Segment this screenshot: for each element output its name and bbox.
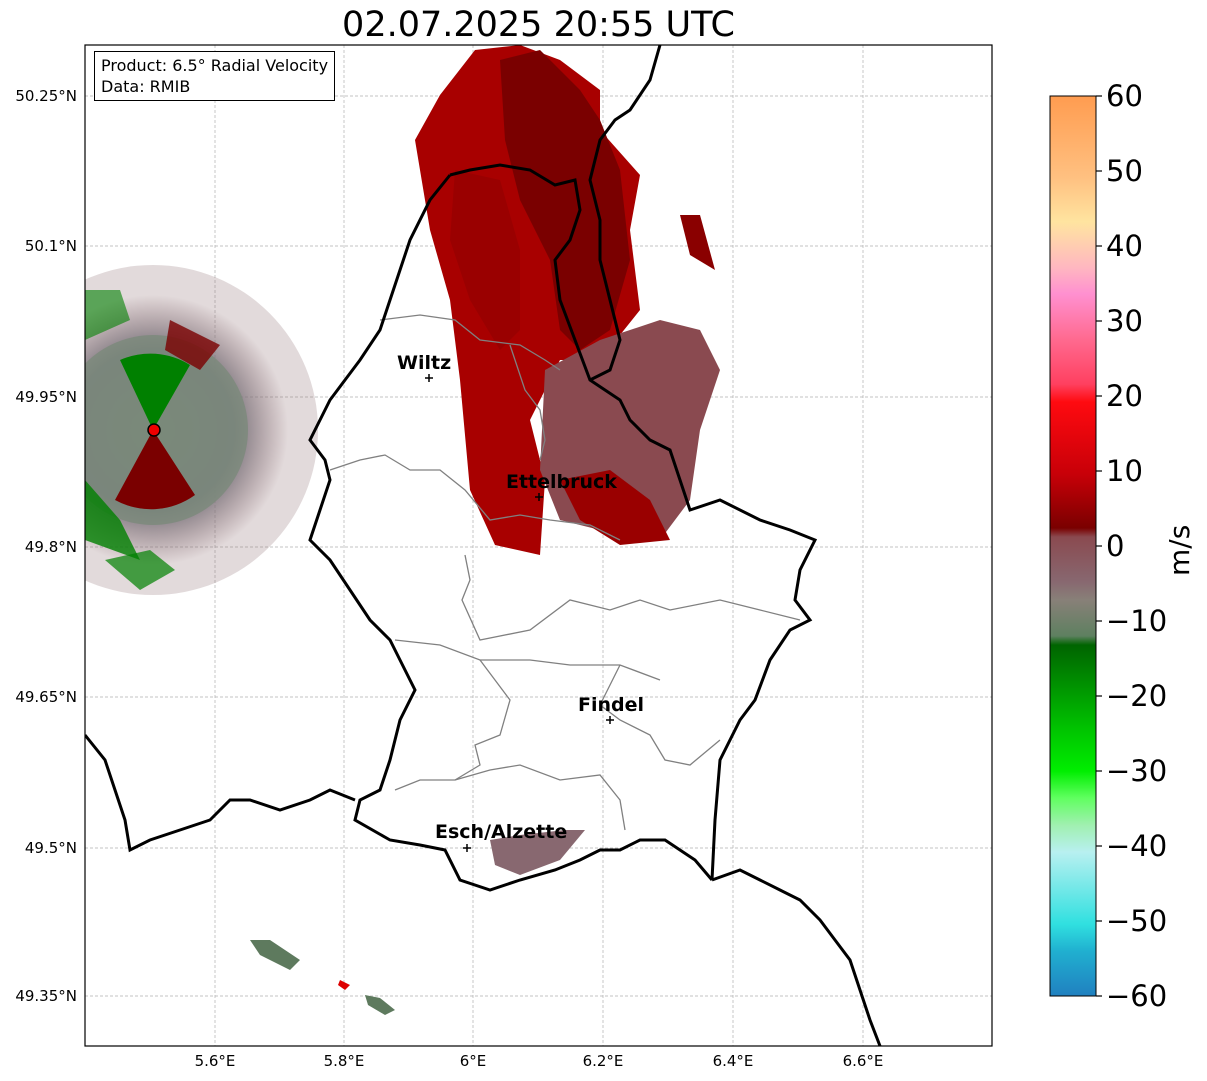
city-markers [425,374,614,852]
colorbar-tick-label: 30 [1106,304,1143,338]
lat-tick-label: 49.8°N [25,538,77,556]
lat-tick-label: 49.5°N [25,839,77,857]
lat-tick-label: 49.95°N [15,388,77,406]
velocity-echoes [250,45,720,1015]
product-info-box: Product: 6.5° Radial Velocity Data: RMIB [94,51,336,101]
latitude-ticks: 50.25°N 50.1°N 49.95°N 49.8°N 49.65°N 49… [15,87,77,1005]
colorbar-tick-label: 60 [1106,79,1143,113]
lon-tick-label: 5.8°E [324,1052,365,1070]
lon-tick-label: 6.2°E [583,1052,624,1070]
longitude-ticks: 5.6°E 5.8°E 6°E 6.2°E 6.4°E 6.6°E [195,1052,884,1070]
lon-tick-label: 6°E [460,1052,487,1070]
colorbar-tick-label: −60 [1106,979,1168,1013]
map-title: 02.07.2025 20:55 UTC [342,5,735,45]
product-label: Product: 6.5° Radial Velocity [101,56,329,75]
city-label-wiltz: Wiltz [397,352,451,374]
city-label-findel: Findel [578,694,644,716]
colorbar-tick-label: 50 [1106,154,1143,188]
national-borders [85,45,882,1046]
lon-tick-label: 6.6°E [843,1052,884,1070]
colorbar-tick-label: −30 [1106,754,1168,788]
radar-site-echoes [85,265,318,595]
colorbar-tick-label: −50 [1106,904,1168,938]
lat-tick-label: 50.1°N [25,237,77,255]
lat-tick-label: 49.65°N [15,688,77,706]
colorbar [1049,95,1097,997]
colorbar-tick-marks [1096,95,1102,997]
lat-tick-label: 49.35°N [15,987,77,1005]
colorbar-tick-label: 0 [1106,529,1125,563]
city-label-ettelbruck: Ettelbruck [506,471,617,493]
data-source-label: Data: RMIB [101,77,191,96]
lon-tick-label: 5.6°E [195,1052,236,1070]
city-label-esch-alzette: Esch/Alzette [435,821,567,843]
colorbar-unit-label: m/s [1163,524,1196,576]
canton-borders [329,314,801,831]
colorbar-tick-label: 20 [1106,379,1143,413]
colorbar-tick-label: 10 [1106,454,1143,488]
map-frame [84,44,993,1047]
colorbar-tick-label: 40 [1106,229,1143,263]
colorbar-tick-label: −10 [1106,604,1168,638]
colorbar-tick-label: −20 [1106,679,1168,713]
radar-location-marker [147,423,161,437]
colorbar-tick-label: −40 [1106,829,1168,863]
lat-tick-label: 50.25°N [15,87,77,105]
lon-tick-label: 6.4°E [713,1052,754,1070]
